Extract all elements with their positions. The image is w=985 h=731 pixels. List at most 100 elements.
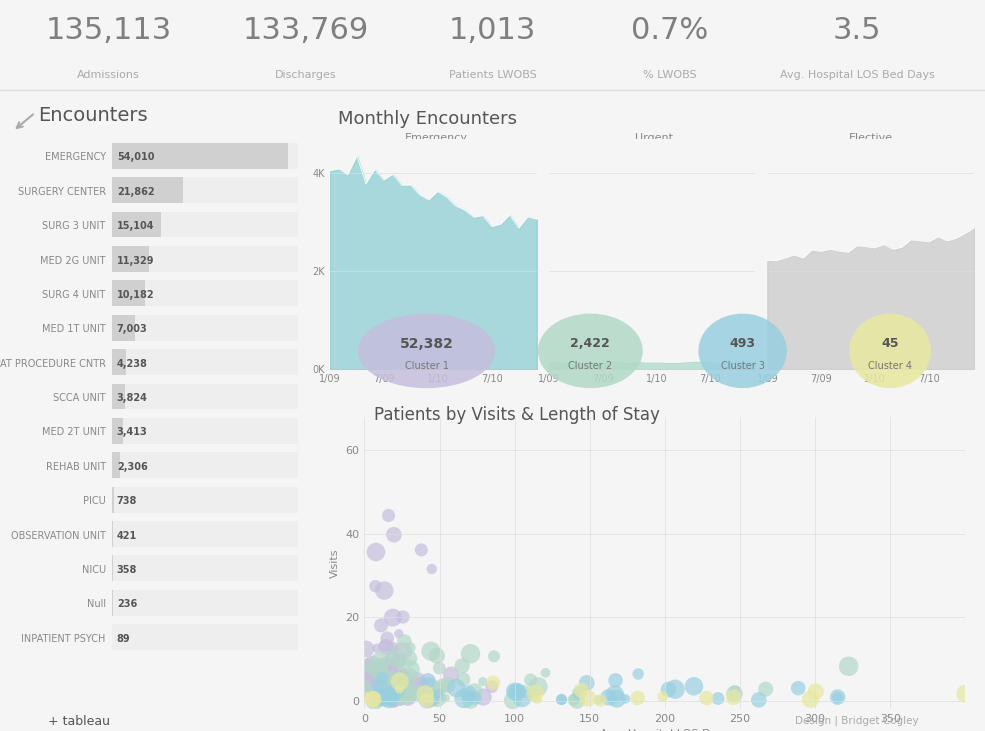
Text: OBSERVATION UNIT: OBSERVATION UNIT xyxy=(11,531,105,540)
Point xyxy=(510,685,526,697)
Bar xyxy=(112,521,113,547)
Point xyxy=(376,585,392,596)
Point xyxy=(593,695,609,707)
Text: 15,104: 15,104 xyxy=(117,221,155,231)
Point xyxy=(370,674,386,686)
Bar xyxy=(112,556,297,581)
Point xyxy=(525,687,541,699)
Point xyxy=(428,690,444,702)
Text: Patients LWOBS: Patients LWOBS xyxy=(448,69,537,80)
Text: 4,238: 4,238 xyxy=(117,359,148,368)
Point xyxy=(467,692,483,704)
Point xyxy=(523,674,539,686)
Point xyxy=(396,670,412,682)
Point xyxy=(808,686,823,697)
Bar xyxy=(112,452,297,478)
Point xyxy=(367,682,383,694)
Point xyxy=(667,683,683,695)
Text: 52,382: 52,382 xyxy=(400,337,453,351)
Point xyxy=(378,641,394,653)
Point xyxy=(448,682,464,694)
Point xyxy=(368,692,384,703)
Point xyxy=(392,691,408,702)
Point xyxy=(507,686,523,697)
Point xyxy=(364,659,380,671)
Point xyxy=(424,563,439,575)
Point xyxy=(400,691,416,702)
Point xyxy=(390,686,406,697)
Text: EMERGENCY: EMERGENCY xyxy=(44,152,105,162)
Point xyxy=(423,645,438,657)
Point xyxy=(391,659,407,670)
Point xyxy=(439,679,455,691)
Point xyxy=(389,684,405,696)
Text: SURG 4 UNIT: SURG 4 UNIT xyxy=(42,290,105,300)
Point xyxy=(381,693,397,705)
Point xyxy=(391,655,407,667)
Point xyxy=(392,675,408,687)
Text: 133,769: 133,769 xyxy=(242,16,368,45)
Point xyxy=(609,693,624,705)
Point xyxy=(601,692,617,703)
Point xyxy=(618,693,633,705)
Point xyxy=(394,685,410,697)
Bar xyxy=(112,556,113,581)
Bar xyxy=(112,143,297,169)
Point xyxy=(456,673,472,685)
Point xyxy=(461,691,477,702)
Text: 2,422: 2,422 xyxy=(570,338,611,350)
Point xyxy=(365,692,381,703)
Point xyxy=(790,682,806,694)
Point xyxy=(362,682,378,694)
Point xyxy=(727,686,743,698)
Text: 236: 236 xyxy=(117,599,137,610)
Point xyxy=(423,692,438,704)
Point xyxy=(418,690,433,702)
Point xyxy=(387,677,403,689)
Point xyxy=(369,643,385,654)
Point xyxy=(366,692,382,704)
Text: Null: Null xyxy=(87,599,105,610)
Text: 10,182: 10,182 xyxy=(117,290,155,300)
Point xyxy=(380,510,396,521)
Text: 3,413: 3,413 xyxy=(117,428,148,437)
Point xyxy=(710,693,726,705)
Text: PICU: PICU xyxy=(83,496,105,506)
Point xyxy=(461,688,477,700)
Point xyxy=(377,671,393,683)
Point xyxy=(443,669,459,681)
Point xyxy=(412,679,427,691)
Point xyxy=(400,691,416,702)
Point xyxy=(371,665,387,677)
Bar xyxy=(112,487,114,512)
Text: 45: 45 xyxy=(882,338,898,350)
Point xyxy=(456,692,472,704)
Text: 7,003: 7,003 xyxy=(117,325,148,334)
Text: Admissions: Admissions xyxy=(77,69,140,80)
Point xyxy=(384,653,400,664)
Point xyxy=(365,674,381,686)
Point xyxy=(372,656,388,667)
Point xyxy=(386,694,402,706)
Point xyxy=(378,684,394,696)
Point xyxy=(419,694,434,706)
Point xyxy=(463,648,479,659)
Bar xyxy=(112,178,183,203)
Point xyxy=(630,668,646,680)
Text: 135,113: 135,113 xyxy=(45,16,171,45)
Point xyxy=(395,646,411,658)
Text: SURG 3 UNIT: SURG 3 UNIT xyxy=(42,221,105,231)
Point xyxy=(379,632,395,644)
Point xyxy=(726,692,742,703)
Point xyxy=(373,689,389,700)
Point xyxy=(434,680,450,692)
Point xyxy=(484,681,499,692)
Text: Urgent: Urgent xyxy=(635,133,673,143)
Point xyxy=(361,673,376,684)
Text: MED 1T UNIT: MED 1T UNIT xyxy=(42,325,105,334)
Point xyxy=(467,686,483,697)
Point xyxy=(377,640,393,651)
Point xyxy=(841,660,857,672)
Point xyxy=(430,688,446,700)
Bar xyxy=(112,246,297,272)
